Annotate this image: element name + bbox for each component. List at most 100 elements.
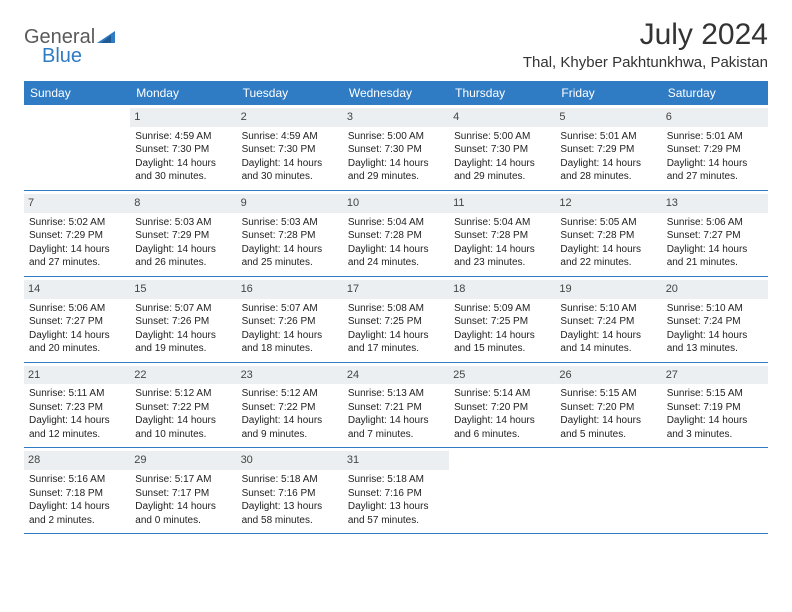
daylight-text: and 13 minutes. xyxy=(667,342,763,356)
day-cell: 1 Sunrise: 4:59 AMSunset: 7:30 PMDaylight… xyxy=(130,105,236,190)
day-number: 26 xyxy=(555,366,661,385)
week-row: 1Sunrise: 4:59 AMSunset: 7:30 PMDaylight… xyxy=(24,105,768,191)
daylight-text: and 5 minutes. xyxy=(560,428,656,442)
sunrise-text: Sunrise: 5:18 AM xyxy=(242,473,338,487)
day-number: 24 xyxy=(343,366,449,385)
daylight-text: Daylight: 14 hours xyxy=(560,414,656,428)
sunrise-text: Sunrise: 5:17 AM xyxy=(135,473,231,487)
daylight-text: and 0 minutes. xyxy=(135,514,231,528)
daylight-text: Daylight: 14 hours xyxy=(348,329,444,343)
daylight-text: Daylight: 14 hours xyxy=(560,157,656,171)
weekday-header: Thursday xyxy=(449,81,555,105)
daylight-text: Daylight: 14 hours xyxy=(560,329,656,343)
sunrise-text: Sunrise: 5:12 AM xyxy=(242,387,338,401)
sunset-text: Sunset: 7:17 PM xyxy=(135,487,231,501)
day-cell: 11Sunrise: 5:04 AMSunset: 7:28 PMDayligh… xyxy=(449,191,555,276)
day-number: 5 xyxy=(555,108,661,127)
sunrise-text: Sunrise: 5:13 AM xyxy=(348,387,444,401)
sunrise-text: Sunrise: 5:14 AM xyxy=(454,387,550,401)
daylight-text: and 17 minutes. xyxy=(348,342,444,356)
day-cell: 22Sunrise: 5:12 AMSunset: 7:22 PMDayligh… xyxy=(130,363,236,448)
sunset-text: Sunset: 7:20 PM xyxy=(560,401,656,415)
day-number: 12 xyxy=(555,194,661,213)
sunset-text: Sunset: 7:27 PM xyxy=(667,229,763,243)
day-cell: 20Sunrise: 5:10 AMSunset: 7:24 PMDayligh… xyxy=(662,277,768,362)
sunrise-text: Sunrise: 5:15 AM xyxy=(560,387,656,401)
weekday-header: Tuesday xyxy=(237,81,343,105)
sunset-text: Sunset: 7:30 PM xyxy=(348,143,444,157)
daylight-text: Daylight: 14 hours xyxy=(135,157,231,171)
sunrise-text: Sunrise: 5:01 AM xyxy=(560,130,656,144)
day-cell: 18Sunrise: 5:09 AMSunset: 7:25 PMDayligh… xyxy=(449,277,555,362)
daylight-text: Daylight: 14 hours xyxy=(667,329,763,343)
daylight-text: and 27 minutes. xyxy=(667,170,763,184)
daylight-text: Daylight: 14 hours xyxy=(29,414,125,428)
daylight-text: and 25 minutes. xyxy=(242,256,338,270)
day-number: 1 xyxy=(130,108,236,127)
weekday-header: Saturday xyxy=(662,81,768,105)
sunset-text: Sunset: 7:30 PM xyxy=(135,143,231,157)
daylight-text: Daylight: 14 hours xyxy=(454,243,550,257)
sunset-text: Sunset: 7:24 PM xyxy=(560,315,656,329)
sunset-text: Sunset: 7:28 PM xyxy=(348,229,444,243)
day-cell: 28Sunrise: 5:16 AMSunset: 7:18 PMDayligh… xyxy=(24,448,130,533)
day-number: 28 xyxy=(24,451,130,470)
sunrise-text: Sunrise: 4:59 AM xyxy=(135,130,231,144)
sunrise-text: Sunrise: 5:03 AM xyxy=(242,216,338,230)
day-cell xyxy=(555,448,661,533)
sunrise-text: Sunrise: 5:09 AM xyxy=(454,302,550,316)
daylight-text: Daylight: 14 hours xyxy=(454,157,550,171)
sunrise-text: Sunrise: 5:04 AM xyxy=(454,216,550,230)
day-cell: 4Sunrise: 5:00 AMSunset: 7:30 PMDaylight… xyxy=(449,105,555,190)
day-number: 29 xyxy=(130,451,236,470)
daylight-text: and 12 minutes. xyxy=(29,428,125,442)
daylight-text: Daylight: 13 hours xyxy=(348,500,444,514)
day-number: 9 xyxy=(237,194,343,213)
sunset-text: Sunset: 7:28 PM xyxy=(560,229,656,243)
day-number: 7 xyxy=(24,194,130,213)
day-cell: 7Sunrise: 5:02 AMSunset: 7:29 PMDaylight… xyxy=(24,191,130,276)
week-row: 28Sunrise: 5:16 AMSunset: 7:18 PMDayligh… xyxy=(24,448,768,534)
sunrise-text: Sunrise: 5:01 AM xyxy=(667,130,763,144)
daylight-text: Daylight: 14 hours xyxy=(242,329,338,343)
day-cell: 5 Sunrise: 5:01 AMSunset: 7:29 PMDaylight… xyxy=(555,105,661,190)
daylight-text: and 23 minutes. xyxy=(454,256,550,270)
day-number: 18 xyxy=(449,280,555,299)
sunrise-text: Sunrise: 5:15 AM xyxy=(667,387,763,401)
daylight-text: and 30 minutes. xyxy=(135,170,231,184)
day-cell: 2Sunrise: 4:59 AMSunset: 7:30 PMDaylight… xyxy=(237,105,343,190)
sunset-text: Sunset: 7:29 PM xyxy=(560,143,656,157)
daylight-text: and 7 minutes. xyxy=(348,428,444,442)
daylight-text: and 29 minutes. xyxy=(454,170,550,184)
sunrise-text: Sunrise: 5:10 AM xyxy=(560,302,656,316)
day-cell: 3Sunrise: 5:00 AMSunset: 7:30 PMDaylight… xyxy=(343,105,449,190)
day-cell xyxy=(449,448,555,533)
sunrise-text: Sunrise: 5:00 AM xyxy=(348,130,444,144)
day-cell xyxy=(24,105,130,190)
weekday-header: Monday xyxy=(130,81,236,105)
sunset-text: Sunset: 7:30 PM xyxy=(454,143,550,157)
daylight-text: and 24 minutes. xyxy=(348,256,444,270)
day-number: 3 xyxy=(343,108,449,127)
daylight-text: and 28 minutes. xyxy=(560,170,656,184)
day-number: 22 xyxy=(130,366,236,385)
sunrise-text: Sunrise: 5:08 AM xyxy=(348,302,444,316)
sunrise-text: Sunrise: 5:06 AM xyxy=(667,216,763,230)
sunset-text: Sunset: 7:23 PM xyxy=(29,401,125,415)
title-block: July 2024 Thal, Khyber Pakhtunkhwa, Paki… xyxy=(523,18,768,71)
day-cell: 21Sunrise: 5:11 AMSunset: 7:23 PMDayligh… xyxy=(24,363,130,448)
sunrise-text: Sunrise: 5:03 AM xyxy=(135,216,231,230)
daylight-text: Daylight: 14 hours xyxy=(242,243,338,257)
daylight-text: and 58 minutes. xyxy=(242,514,338,528)
location-subtitle: Thal, Khyber Pakhtunkhwa, Pakistan xyxy=(523,54,768,71)
daylight-text: Daylight: 14 hours xyxy=(454,414,550,428)
daylight-text: and 29 minutes. xyxy=(348,170,444,184)
daylight-text: and 21 minutes. xyxy=(667,256,763,270)
day-cell: 26 Sunrise: 5:15 AMSunset: 7:20 PMDayligh… xyxy=(555,363,661,448)
sunset-text: Sunset: 7:29 PM xyxy=(667,143,763,157)
daylight-text: Daylight: 14 hours xyxy=(242,414,338,428)
logo-text-blue: Blue xyxy=(42,45,82,68)
sunset-text: Sunset: 7:18 PM xyxy=(29,487,125,501)
sunrise-text: Sunrise: 5:04 AM xyxy=(348,216,444,230)
daylight-text: Daylight: 14 hours xyxy=(135,414,231,428)
